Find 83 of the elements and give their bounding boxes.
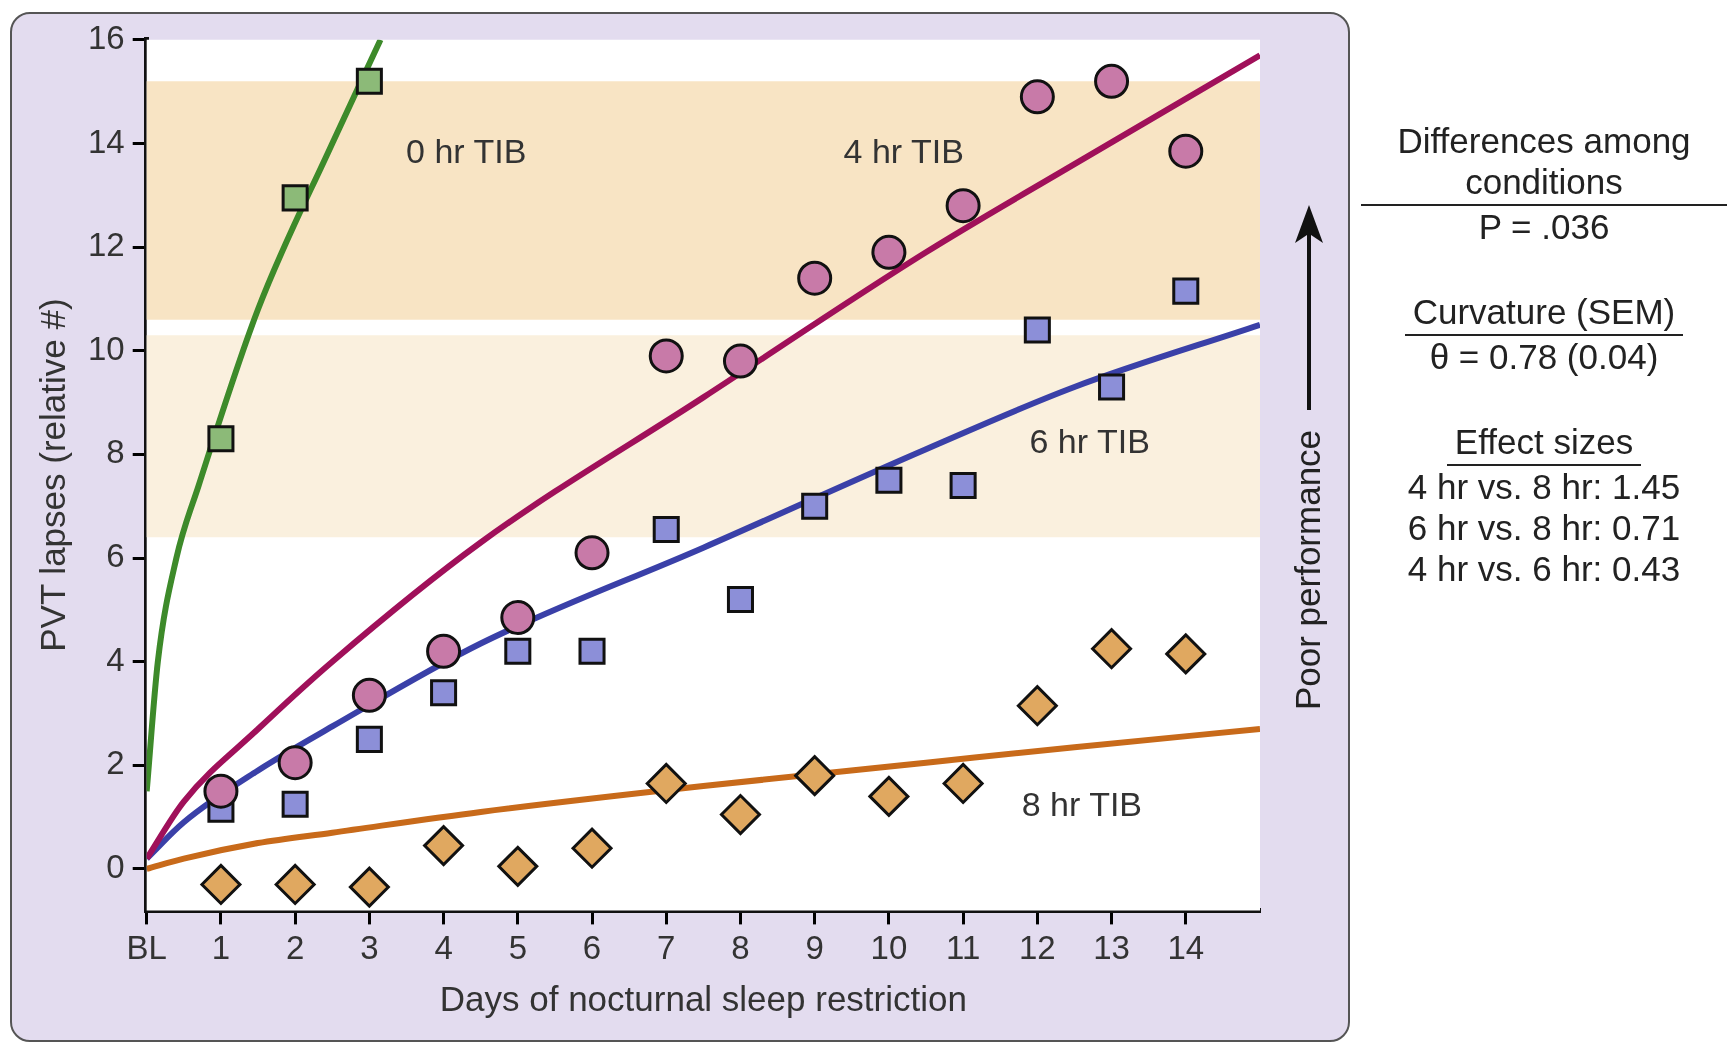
x-tick-label: 12 [1018,929,1056,967]
text: Differences among conditions [1361,120,1727,206]
x-tick-label: 14 [1167,929,1205,967]
point [722,343,758,379]
point [945,188,981,224]
point [426,633,462,669]
point [1165,633,1207,675]
point [574,535,610,571]
point [719,794,761,836]
x-tick-label: 4 [434,929,453,967]
annotation: 6 hr TIB [1029,422,1150,461]
y-axis-title: PVT lapses (relative #) [32,298,72,652]
point [868,775,910,817]
point [1023,316,1051,344]
y-tick-label: 2 [106,744,125,782]
text: Curvature (SEM) [1404,291,1684,336]
point [871,234,907,270]
point [1172,277,1200,305]
y-tick-label: 0 [106,848,125,886]
point [355,725,383,753]
point [504,637,532,665]
point [1098,373,1126,401]
x-tick-label: 1 [211,929,231,967]
annotation: 4 hr TIB [843,132,964,171]
point [348,866,390,908]
x-tick-label: 2 [285,929,305,967]
y-tick-label: 10 [87,329,125,367]
point [500,600,536,636]
y-tick-label: 12 [87,226,125,264]
point [726,585,754,613]
point [423,825,465,867]
text: 4 hr vs. 6 hr: 0.43 [1407,548,1681,589]
annotation: 0 hr TIB [406,132,527,171]
text: P = .036 [1478,206,1610,247]
point [351,677,387,713]
point [281,790,309,818]
point [645,762,687,804]
point [571,827,613,869]
point [794,755,836,797]
x-tick-label: 5 [508,929,527,967]
text: Effect sizes [1446,421,1642,466]
y-tick-label: 16 [87,18,125,56]
point [207,425,235,453]
point [1091,628,1133,670]
text: 4 hr vs. 8 hr: 1.45 [1407,466,1681,507]
y-tick-label: 4 [106,640,125,678]
annotation: 8 hr TIB [1021,785,1143,824]
point [1019,79,1055,115]
point [200,863,242,905]
point [942,762,984,804]
x-tick-label: BL [126,929,167,967]
point [277,745,313,781]
x-tick-label: 8 [731,929,750,967]
point [497,845,539,887]
point [355,67,383,95]
y-tick-label: 8 [106,433,125,471]
point [203,773,239,809]
x-axis-title: Days of nocturnal sleep restriction [439,978,967,1018]
point [1168,133,1204,169]
point [578,637,606,665]
x-tick-label: 3 [360,929,379,967]
y-tick-label: 14 [87,122,125,160]
x-tick-label: 11 [945,929,981,967]
text: θ = 0.78 (0.04) [1429,336,1659,377]
point [801,492,829,520]
point [648,338,684,374]
point [1016,685,1058,727]
y-tick-label: 6 [106,537,125,575]
x-tick-label: 9 [805,929,824,967]
point [949,471,977,499]
point [1094,63,1130,99]
x-tick-label: 13 [1093,929,1130,967]
point [281,184,309,212]
point [875,466,903,494]
point [797,260,833,296]
text: 6 hr vs. 8 hr: 0.71 [1407,507,1681,548]
x-tick-label: 10 [870,929,908,967]
x-tick-label: 7 [657,929,676,967]
point [430,679,458,707]
x-tick-label: 6 [582,929,602,967]
point [274,863,316,905]
point [652,515,680,544]
text: Poor performance [1288,429,1328,711]
